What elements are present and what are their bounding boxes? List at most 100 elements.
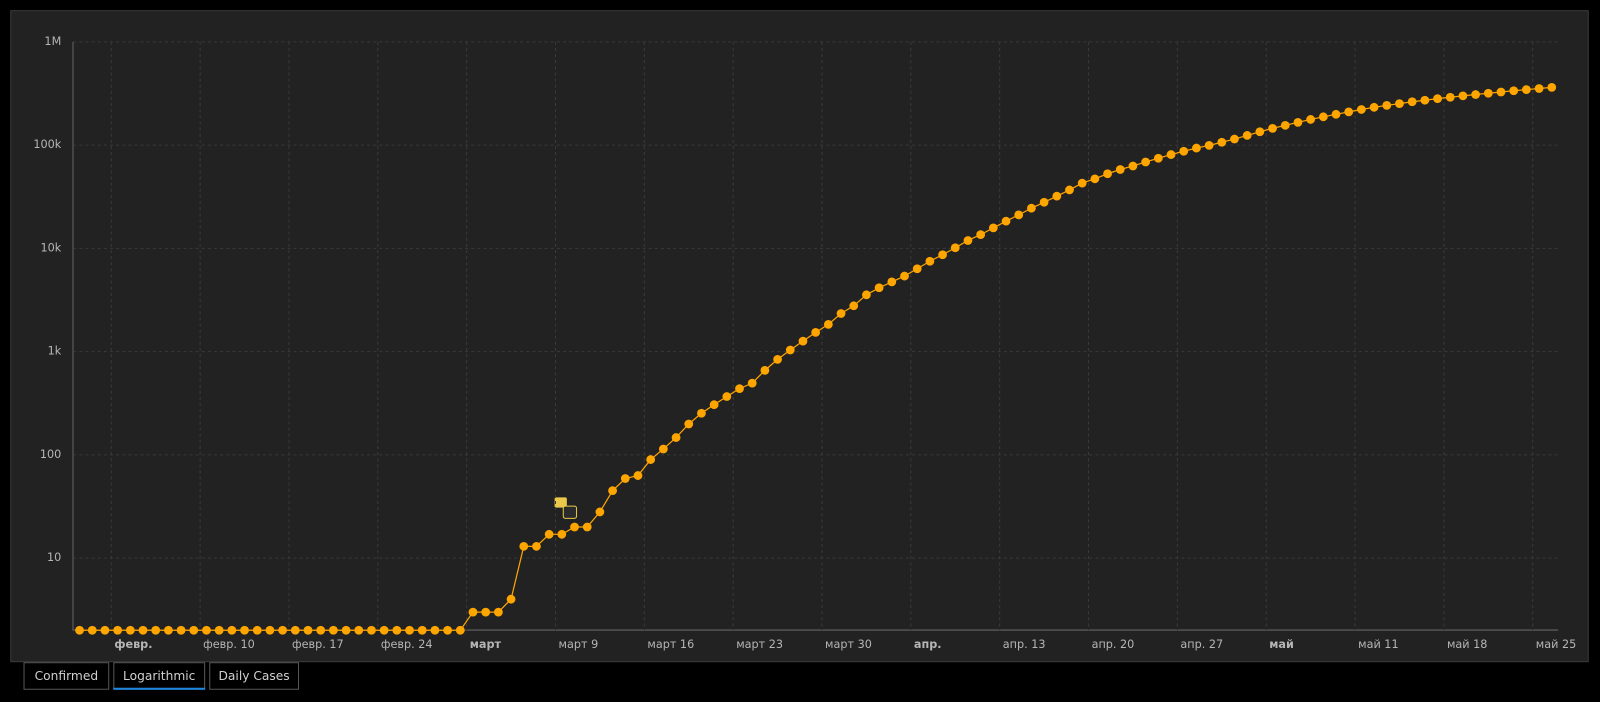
data-point — [189, 625, 199, 635]
data-point — [1407, 97, 1417, 107]
x-tick-label: март 16 — [647, 638, 694, 651]
data-point — [1395, 99, 1404, 108]
tab-button-box — [209, 662, 300, 690]
data-point — [950, 243, 960, 253]
tab-button-label: Daily Cases — [219, 669, 290, 683]
data-point — [303, 625, 313, 635]
data-point — [722, 392, 732, 401]
data-point — [1065, 185, 1074, 195]
data-point — [1547, 82, 1557, 92]
data-point — [164, 625, 173, 635]
data-point — [1255, 127, 1265, 137]
data-point — [1103, 169, 1112, 179]
x-tick-label: март 9 — [559, 638, 599, 651]
x-tick-label: апр. 27 — [1180, 638, 1223, 651]
data-point — [1230, 134, 1239, 144]
data-point — [100, 625, 110, 635]
data-point — [1014, 210, 1024, 220]
data-point — [1204, 140, 1214, 150]
x-tick-label: февр. 24 — [381, 638, 433, 651]
tab-button[interactable]: Daily Cases — [209, 662, 300, 690]
annotation-flag — [562, 505, 578, 519]
data-point — [240, 625, 249, 635]
data-point — [1268, 123, 1277, 133]
data-point — [392, 625, 402, 635]
data-point — [697, 408, 706, 418]
data-point — [1382, 101, 1392, 110]
data-point — [1280, 120, 1290, 130]
data-point — [1293, 117, 1303, 127]
data-point — [417, 625, 427, 635]
x-tick-label: май — [1269, 638, 1294, 651]
data-point — [1052, 191, 1062, 201]
data-point — [1179, 146, 1189, 156]
x-tick-label: февр. — [114, 638, 152, 651]
data-point — [570, 522, 579, 532]
data-point — [874, 283, 884, 293]
data-point — [1077, 178, 1087, 188]
tab-button-box — [113, 662, 206, 690]
data-point — [1344, 107, 1354, 117]
data-point — [379, 625, 389, 635]
data-point — [1090, 174, 1100, 184]
data-point — [671, 433, 681, 442]
data-point — [202, 625, 211, 635]
data-point — [75, 625, 84, 635]
data-point — [532, 541, 541, 551]
data-point — [1522, 85, 1531, 95]
data-point — [1458, 91, 1468, 101]
x-tick-label: март 30 — [825, 638, 872, 651]
data-point — [811, 328, 821, 337]
data-point — [785, 345, 795, 355]
data-point — [151, 625, 161, 635]
data-point — [646, 455, 656, 464]
data-point — [900, 271, 909, 281]
data-point — [1192, 143, 1201, 153]
data-point — [1369, 102, 1379, 112]
x-tick-label: май 25 — [1536, 638, 1576, 651]
data-point — [595, 507, 605, 517]
y-tick-label: 100 — [40, 448, 61, 461]
data-point — [1471, 90, 1481, 99]
data-point — [684, 419, 694, 429]
y-tick-label: 10 — [47, 551, 61, 564]
tab-button[interactable]: Confirmed — [23, 662, 110, 690]
x-tick-label: апр. — [914, 638, 942, 651]
data-point — [1153, 153, 1163, 163]
data-point — [1039, 197, 1049, 207]
data-point — [760, 365, 770, 375]
data-point — [1357, 105, 1366, 114]
data-point — [265, 625, 275, 635]
data-point — [227, 625, 237, 635]
tab-button-label: Logarithmic — [123, 669, 195, 683]
data-point — [176, 625, 186, 635]
y-tick-label: 1M — [44, 35, 61, 48]
data-point — [341, 625, 351, 635]
data-point — [658, 444, 668, 454]
data-point — [735, 384, 744, 393]
data-point — [988, 223, 998, 233]
x-tick-label: март — [470, 638, 502, 651]
tab-button[interactable]: Logarithmic — [113, 662, 206, 690]
data-point — [1141, 157, 1151, 167]
data-point — [976, 230, 986, 239]
data-point — [125, 625, 135, 635]
y-tick-label: 10k — [40, 241, 61, 254]
data-point — [493, 607, 503, 617]
data-point — [1001, 216, 1011, 226]
data-point — [443, 625, 452, 635]
y-tick-label: 100k — [33, 138, 61, 151]
y-tick-label: 1k — [48, 345, 62, 358]
data-point — [557, 529, 567, 539]
data-point — [1318, 112, 1328, 122]
data-point — [1306, 115, 1316, 124]
data-point — [430, 625, 440, 635]
data-point — [316, 625, 326, 635]
data-point — [138, 625, 148, 635]
x-tick-label: май 18 — [1447, 638, 1487, 651]
data-point — [938, 250, 947, 260]
data-point — [1115, 165, 1125, 174]
data-point — [608, 486, 617, 496]
data-point — [773, 355, 782, 364]
